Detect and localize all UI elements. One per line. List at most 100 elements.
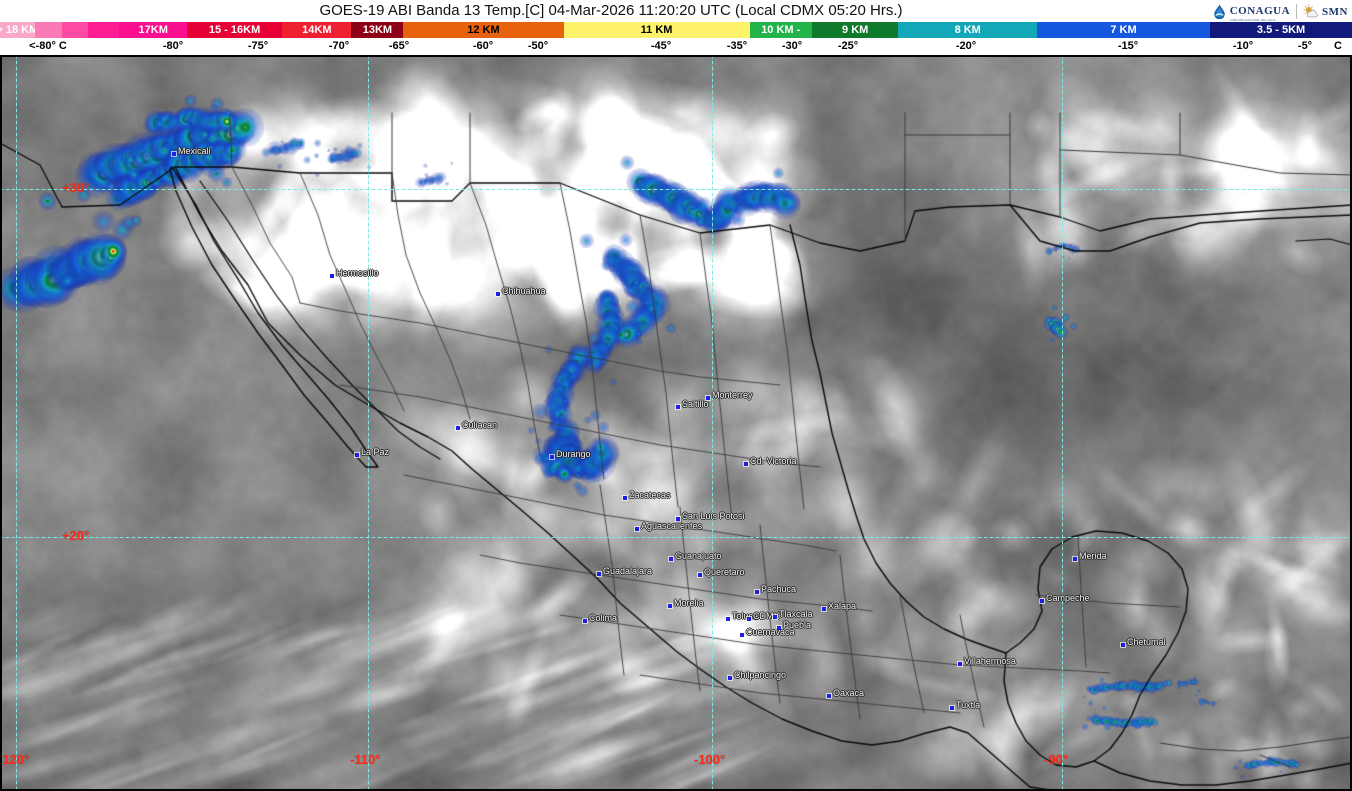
city-dot-icon (668, 604, 672, 608)
city-label: Culiacan (462, 420, 498, 430)
city-dot-icon (330, 274, 334, 278)
conagua-logo-subtext: COMISIÓN NACIONAL DEL AGUA (1229, 19, 1276, 22)
city-label: Chetumal (1127, 637, 1166, 647)
temperature-tick: -5° (1297, 40, 1313, 52)
longitude-gridline (1062, 55, 1063, 791)
city-dot-icon (958, 662, 962, 666)
temperature-tick: -65° (388, 40, 410, 52)
colorbar-segment: 10 KM - (749, 22, 812, 38)
city-label: San Luis Potosi (682, 511, 745, 521)
city-label: Durango (556, 449, 591, 459)
city-label: Monterrey (712, 390, 753, 400)
city-dot-icon (583, 619, 587, 623)
city-label: Toluca (732, 611, 759, 621)
city-dot-icon (623, 496, 627, 500)
temperature-tick: -50° (527, 40, 549, 52)
temperature-tick: -45° (650, 40, 672, 52)
city-label: Merida (1079, 551, 1107, 561)
city-dot-icon (773, 615, 777, 619)
colorbar-segment: 8 KM (898, 22, 1037, 38)
colorbar-segment (88, 22, 120, 38)
colorbar-segment: 7 KM (1036, 22, 1211, 38)
city-dot-icon (1121, 643, 1125, 647)
city-dot-icon (635, 527, 639, 531)
city-dot-icon (822, 607, 826, 611)
longitude-label: -110° (350, 752, 381, 767)
temperature-tick: -30° (781, 40, 803, 52)
city-dot-icon (172, 152, 176, 156)
colorbar-segment (62, 22, 89, 38)
header-bar: GOES-19 ABI Banda 13 Temp.[C] 04-Mar-202… (0, 0, 1352, 22)
city-dot-icon (1040, 599, 1044, 603)
city-label: Cd. Victoria (750, 456, 797, 466)
city-label: Aguascalientes (641, 521, 703, 531)
colorbar-segment: 12 KM (403, 22, 564, 38)
city-label: Campeche (1046, 593, 1090, 603)
city-label: Cuernavaca (746, 627, 795, 637)
city-dot-icon (747, 617, 751, 621)
city-dot-icon (827, 694, 831, 698)
temperature-scale: <-80° C -80° -75° -70° -65° -60° -50° -45° -35° -… (0, 38, 1352, 55)
city-label: Morelia (674, 598, 704, 608)
temperature-tick: -15° (1117, 40, 1139, 52)
colorbar-segment: 15 - 16KM (186, 22, 283, 38)
city-dot-icon (706, 396, 710, 400)
city-dot-icon (777, 626, 781, 630)
city-label: Oaxaca (833, 688, 865, 698)
smn-weather-icon (1303, 4, 1318, 18)
city-label: Pachuca (761, 584, 797, 594)
logo-divider (1296, 4, 1298, 19)
latitude-label: +30° (62, 180, 90, 195)
city-dot-icon (755, 590, 759, 594)
city-dot-icon (597, 572, 601, 576)
latitude-gridline (0, 537, 1352, 538)
city-dot-icon (456, 426, 460, 430)
city-dot-icon (698, 573, 702, 577)
temperature-tick: -35° (726, 40, 748, 52)
satellite-image-canvas (0, 55, 1352, 791)
city-label: CDMX (753, 611, 780, 621)
colorbar-segment: 14KM (282, 22, 352, 38)
conagua-water-icon (1213, 4, 1225, 19)
city-label: Guanajuato (675, 551, 722, 561)
colorbar-segment: 13KM (351, 22, 404, 38)
satellite-map[interactable]: -120° -110° -100° -90° +30° +20° Mexicali Herm… (0, 55, 1352, 791)
colorbar-segment (34, 22, 63, 38)
colorbar-segment: 17KM (119, 22, 187, 38)
temperature-tick: -80° (162, 40, 184, 52)
city-dot-icon (950, 706, 954, 710)
city-label: Queretaro (704, 567, 745, 577)
city-dot-icon (1073, 557, 1077, 561)
city-dot-icon (740, 633, 744, 637)
city-label: Tuxtla (956, 700, 981, 710)
colorbar-segment: 3.5 - 5KM (1210, 22, 1352, 38)
temperature-tick: -20° (955, 40, 977, 52)
city-label: Hermosillo (336, 268, 379, 278)
city-label: Chihuahua (502, 286, 546, 296)
longitude-gridline (368, 55, 369, 791)
city-label: Saltillo (682, 399, 709, 409)
colorbar-segment: > 18 KM (0, 22, 35, 38)
conagua-logo-text: CONAGUA (1229, 5, 1291, 17)
city-label: Guadalajara (603, 566, 653, 576)
city-label: Chilpancingo (734, 670, 787, 680)
longitude-label: -90° (1044, 752, 1068, 767)
temperature-tick: -25° (837, 40, 859, 52)
city-label: La Paz (361, 447, 390, 457)
city-label: Villahermosa (964, 656, 1016, 666)
smn-logo: SMN (1303, 4, 1348, 19)
city-label: Mexicali (178, 146, 211, 156)
city-dot-icon (496, 292, 500, 296)
temperature-tick: C (1334, 40, 1342, 52)
temperature-tick: -60° (472, 40, 494, 52)
latitude-gridline (0, 189, 1352, 190)
temperature-tick: -10° (1232, 40, 1254, 52)
longitude-label: -120° (0, 752, 30, 767)
city-dot-icon (550, 455, 554, 459)
city-dot-icon (676, 517, 680, 521)
colorbar-segment: 11 KM (563, 22, 750, 38)
longitude-gridline (712, 55, 713, 791)
smn-logo-text: SMN (1322, 5, 1348, 18)
